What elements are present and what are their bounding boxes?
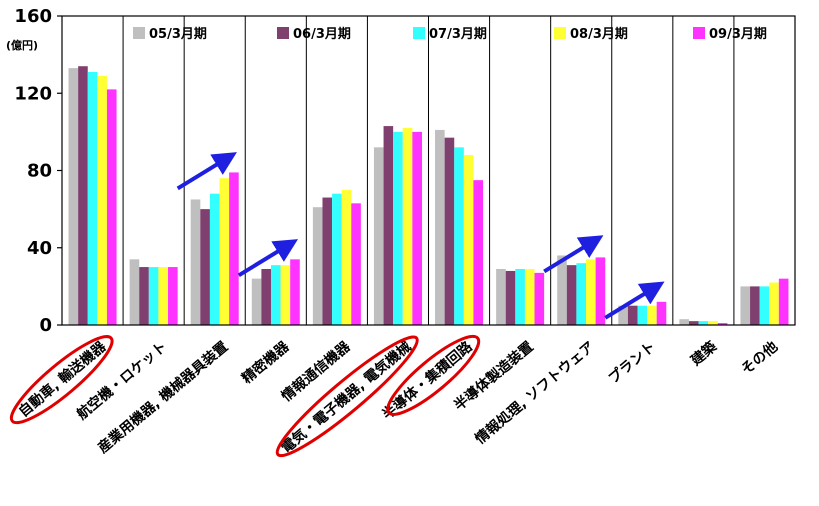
bar: [332, 193, 342, 325]
bar: [515, 268, 525, 325]
legend-label: 09/3月期: [709, 27, 767, 42]
bar: [158, 267, 169, 325]
legend: 05/3月期 06/3月期 07/3月期 08/3月期 09/3月期: [133, 27, 767, 42]
highlight-ellipse: [275, 335, 419, 458]
y-tick-labels: 0 40 80 120 160: [14, 6, 52, 336]
bar: [251, 278, 262, 325]
bar: [97, 75, 107, 326]
trend-arrow: [237, 239, 299, 278]
highlight-ellipse: [386, 334, 481, 416]
bar: [190, 199, 201, 325]
legend-label: 05/3月期: [149, 27, 207, 42]
bar: [261, 268, 271, 325]
bar: [87, 72, 98, 325]
y-tick-label: 120: [14, 83, 52, 104]
bar: [505, 270, 516, 325]
bar: [280, 265, 291, 325]
bar: [637, 305, 648, 325]
bar: [740, 286, 751, 326]
legend-swatch: [133, 27, 145, 39]
bar: [618, 305, 628, 325]
bar: [708, 321, 718, 325]
bar: [148, 267, 159, 325]
bar: [312, 207, 323, 325]
bar: [229, 172, 239, 325]
y-tick-label: 40: [27, 238, 52, 259]
bar: [647, 305, 657, 325]
bar: [496, 268, 506, 325]
bar: [759, 286, 770, 326]
legend-label: 06/3月期: [293, 27, 351, 42]
bar: [200, 209, 210, 326]
bar: [679, 319, 689, 325]
bar: [219, 178, 230, 325]
bar: [78, 66, 88, 326]
bar: [688, 321, 699, 325]
bar: [322, 197, 333, 325]
trend-arrow: [604, 281, 665, 320]
bar: [717, 323, 728, 325]
legend-swatch: [693, 27, 705, 39]
x-tick-label: プラント: [606, 339, 659, 387]
legend-label: 07/3月期: [429, 27, 487, 42]
bar: [435, 129, 445, 325]
axes-layer: [57, 15, 796, 326]
bar: [129, 259, 140, 325]
bar: [402, 128, 413, 325]
highlight-ellipse: [9, 335, 114, 425]
x-tick-label: 情報処理, ソフトウェア: [472, 338, 598, 448]
bar: [373, 147, 384, 325]
bar: [393, 131, 403, 326]
y-tick-label: 0: [39, 315, 52, 336]
grid-layer: [122, 16, 735, 325]
bar: [698, 321, 709, 325]
bar: [566, 265, 577, 325]
bar: [534, 272, 545, 325]
bar: [595, 257, 606, 325]
bar: [68, 68, 79, 325]
bar: [627, 305, 638, 325]
legend-swatch: [554, 27, 566, 39]
y-tick-label: 160: [14, 6, 52, 27]
bar: [209, 193, 220, 325]
y-tick-label: 80: [27, 161, 52, 182]
unit-label: (億円): [6, 38, 38, 52]
trend-arrow: [176, 152, 237, 191]
bar: [750, 286, 760, 326]
annotations: [9, 152, 665, 458]
bar: [778, 278, 789, 325]
bar: [444, 137, 455, 325]
bar: [383, 126, 394, 325]
x-tick-label: 建築: [688, 337, 721, 369]
legend-swatch: [413, 27, 425, 39]
bar: [586, 259, 596, 325]
legend-label: 08/3月期: [570, 27, 628, 42]
bar: [351, 203, 361, 325]
bars-layer: [68, 66, 789, 326]
x-tick-label: 精密機器: [239, 337, 294, 387]
bar: [524, 268, 535, 325]
bar: [412, 131, 422, 326]
bar: [454, 147, 464, 325]
bar: [139, 267, 149, 325]
bar: [769, 282, 779, 325]
bar: [106, 89, 117, 325]
bar: [341, 189, 352, 325]
trend-arrow: [543, 235, 604, 274]
bar: [557, 255, 567, 325]
bar: [168, 267, 178, 325]
x-tick-label: その他: [738, 338, 781, 378]
legend-swatch: [277, 27, 289, 39]
bar: [270, 265, 281, 325]
bar: [290, 259, 300, 325]
bar: [473, 180, 484, 325]
bar: [656, 301, 667, 325]
bar: [463, 155, 474, 325]
bar: [576, 263, 587, 325]
